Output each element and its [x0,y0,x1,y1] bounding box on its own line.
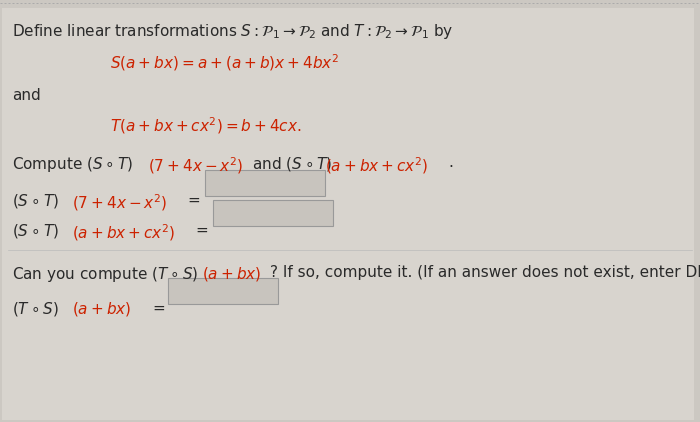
Text: $(a + bx + cx^2)$: $(a + bx + cx^2)$ [325,155,428,176]
Text: $(7 + 4x - x^2)$: $(7 + 4x - x^2)$ [148,155,244,176]
Text: $(S \circ T)$: $(S \circ T)$ [12,222,59,240]
Text: $=$: $=$ [185,192,201,207]
Text: $S(a + bx) = a + (a + b)x + 4bx^2$: $S(a + bx) = a + (a + b)x + 4bx^2$ [110,52,340,73]
Text: and $(S \circ T)$: and $(S \circ T)$ [252,155,332,173]
FancyBboxPatch shape [213,200,333,226]
Text: ? If so, compute it. (If an answer does not exist, enter DNE.): ? If so, compute it. (If an answer does … [270,265,700,280]
Text: $T(a + bx + cx^2) = b + 4cx.$: $T(a + bx + cx^2) = b + 4cx.$ [110,115,302,136]
FancyBboxPatch shape [2,8,694,420]
Text: $(a + bx)$: $(a + bx)$ [72,300,132,318]
Text: $(7 + 4x - x^2)$: $(7 + 4x - x^2)$ [72,192,167,213]
Text: Define linear transformations $S : \mathcal{P}_1 \rightarrow \mathcal{P}_2$ and : Define linear transformations $S : \math… [12,22,454,41]
Text: $(T \circ S)$: $(T \circ S)$ [12,300,59,318]
FancyBboxPatch shape [205,170,325,196]
Text: Can you compute $(T \circ S)$: Can you compute $(T \circ S)$ [12,265,199,284]
FancyBboxPatch shape [168,278,278,304]
Text: $=$: $=$ [150,300,166,315]
Text: and: and [12,88,41,103]
Text: Compute $(S \circ T)$: Compute $(S \circ T)$ [12,155,134,174]
Text: .: . [448,155,453,170]
Text: $(S \circ T)$: $(S \circ T)$ [12,192,59,210]
Text: $=$: $=$ [193,222,209,237]
Text: $(a + bx + cx^2)$: $(a + bx + cx^2)$ [72,222,176,243]
Text: $(a + bx)$: $(a + bx)$ [202,265,261,283]
